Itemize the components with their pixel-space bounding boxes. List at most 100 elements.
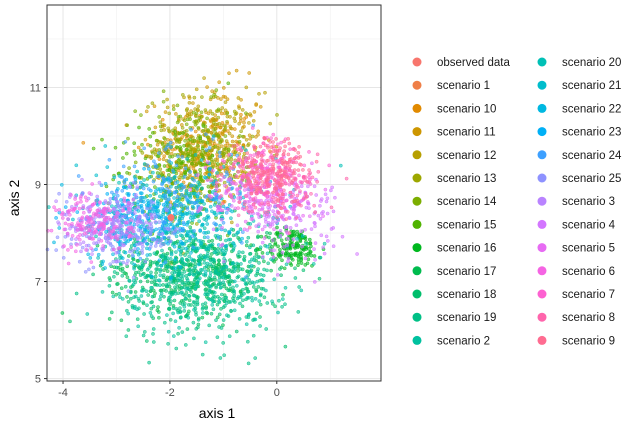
scatter-point (174, 145, 179, 149)
scatter-point (198, 271, 202, 275)
scatter-point (135, 317, 140, 322)
scatter-point (78, 242, 83, 246)
scatter-point (207, 239, 211, 244)
scatter-point (148, 310, 153, 315)
scatter-point (239, 129, 243, 134)
scatter-point (191, 135, 195, 140)
legend-key (412, 312, 422, 322)
legend-item: scenario 10 (412, 103, 496, 115)
scatter-point (89, 246, 93, 251)
scatter-point (130, 202, 134, 207)
scatter-point (66, 261, 71, 266)
scatter-point (296, 156, 301, 160)
scatter-point (157, 315, 161, 320)
scatter-point (260, 159, 265, 164)
scatter-point (133, 109, 138, 114)
scatter-point (260, 201, 264, 206)
scatter-point (165, 227, 170, 231)
scatter-point (187, 112, 192, 116)
scatter-point (183, 296, 188, 301)
scatter-point (83, 195, 88, 200)
scatter-point (276, 192, 281, 197)
scatter-point (108, 262, 113, 267)
scatter-point (180, 290, 184, 295)
scatter-point (96, 256, 100, 260)
scatter-point (221, 318, 226, 322)
scatter-point (211, 257, 216, 262)
scatter-point (183, 343, 188, 347)
scatter-point (291, 160, 296, 165)
scatter-point (265, 244, 269, 249)
scatter-point (149, 285, 154, 290)
scatter-point (173, 212, 177, 216)
scatter-point (185, 206, 190, 211)
scatter-point (177, 247, 181, 252)
legend-item: scenario 6 (537, 266, 615, 278)
scatter-point (239, 112, 243, 117)
scatter-point (155, 212, 160, 216)
scatter-point (99, 238, 104, 243)
scatter-point (240, 177, 245, 182)
legend-key (412, 289, 422, 299)
scatter-point (137, 299, 142, 303)
scatter-point (245, 339, 250, 344)
scatter-point (244, 194, 248, 199)
scatter-point (188, 137, 192, 142)
scatter-point (223, 143, 228, 148)
scatter-point (185, 147, 189, 152)
scatter-point (175, 222, 180, 227)
scatter-point (275, 113, 279, 117)
scatter-point (198, 167, 202, 172)
scatter-point (141, 221, 146, 226)
scatter-point (101, 244, 106, 248)
scatter-point (126, 328, 131, 332)
scatter-point (161, 210, 165, 215)
scatter-point (111, 252, 115, 257)
scatter-point (262, 236, 267, 240)
scatter-point (174, 185, 179, 190)
scatter-point (181, 274, 186, 278)
scatter-point (145, 303, 149, 308)
scatter-point (205, 140, 210, 145)
scatter-point (293, 266, 297, 271)
scatter-point (157, 163, 162, 167)
scatter-point (157, 258, 162, 263)
legend-item: scenario 7 (537, 289, 615, 301)
scatter-point (210, 89, 215, 94)
scatter-point (174, 346, 179, 351)
scatter-point (76, 174, 81, 178)
scatter-point (119, 198, 123, 202)
scatter-point (115, 200, 120, 204)
scatter-point (104, 230, 108, 234)
legend-label: scenario 10 (437, 103, 496, 115)
scatter-point (219, 165, 223, 170)
scatter-point (192, 95, 197, 100)
scatter-point (293, 252, 297, 256)
scatter-point (301, 213, 305, 218)
scatter-point (291, 243, 295, 248)
scatter-point (84, 198, 89, 203)
legend-item: scenario 20 (537, 57, 621, 69)
scatter-point (289, 263, 294, 267)
scatter-point (233, 150, 238, 155)
scatter-point (126, 192, 131, 196)
scatter-point (289, 251, 293, 256)
scatter-point (324, 234, 329, 239)
scatter-point (78, 233, 82, 237)
scatter-point (293, 148, 298, 152)
scatter-point (140, 209, 145, 214)
scatter-point (142, 330, 147, 334)
scatter-point (156, 174, 161, 179)
scatter-point (279, 206, 284, 211)
scatter-point (259, 292, 263, 297)
scatter-point (173, 181, 178, 185)
scatter-point (258, 187, 263, 192)
scatter-point (203, 108, 208, 112)
scatter-point (97, 232, 102, 237)
scatter-point (317, 276, 322, 281)
scatter-point (221, 94, 226, 99)
scatter-point (161, 242, 166, 247)
scatter-point (81, 205, 85, 210)
scatter-point (279, 215, 284, 219)
